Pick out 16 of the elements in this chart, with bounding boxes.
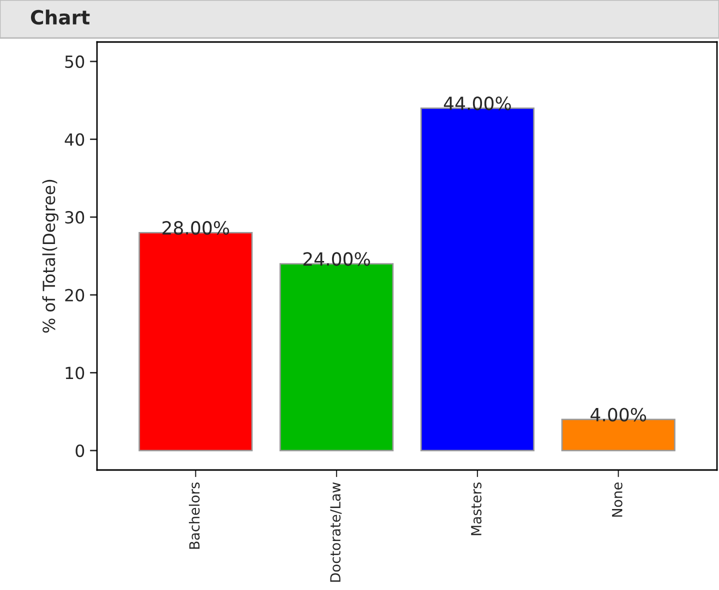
- x-tick-label: Bachelors: [188, 482, 200, 549]
- x-tick-label: None: [612, 482, 622, 517]
- data-label: 44.00%: [444, 96, 511, 110]
- data-label: 28.00%: [162, 221, 230, 235]
- x-tick-label: Doctorate/Law: [330, 482, 342, 582]
- y-tick-label: 40: [64, 133, 84, 146]
- chart-title: Chart: [30, 10, 90, 25]
- y-tick-label: 30: [65, 211, 84, 224]
- y-tick-label: 20: [65, 288, 84, 302]
- y-axis-title: % of Total(Degree): [42, 180, 58, 333]
- y-tick-label: 50: [65, 55, 84, 68]
- x-tick-label: Masters: [471, 482, 482, 536]
- data-label: 4.00%: [590, 408, 646, 422]
- y-tick-label: 10: [66, 366, 84, 380]
- y-tick-label: 0: [76, 444, 84, 458]
- data-label: 24.00%: [303, 252, 370, 266]
